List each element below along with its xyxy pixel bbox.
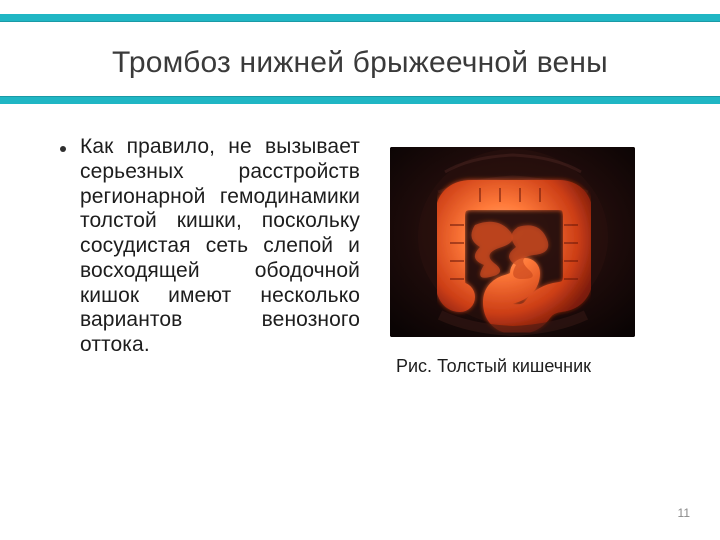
text-column: Как правило, не вызывает серьезных расст… (60, 135, 360, 510)
accent-stripe-top (0, 14, 720, 22)
slide-title: Тромбоз нижней брыжеечной вены (0, 46, 720, 80)
anatomy-figure (390, 147, 635, 337)
figure-caption: Рис. Толстый кишечник (396, 355, 591, 378)
content-area: Как правило, не вызывает серьезных расст… (60, 135, 680, 510)
page-number: 11 (678, 506, 690, 520)
title-banner: Тромбоз нижней брыжеечной вены (0, 0, 720, 110)
figure-column: Рис. Толстый кишечник (390, 135, 680, 510)
body-paragraph: Как правило, не вызывает серьезных расст… (80, 135, 360, 358)
bullet-icon (60, 146, 66, 152)
large-intestine-icon (390, 147, 635, 337)
accent-stripe-bottom (0, 96, 720, 104)
bullet-item: Как правило, не вызывает серьезных расст… (60, 135, 360, 358)
